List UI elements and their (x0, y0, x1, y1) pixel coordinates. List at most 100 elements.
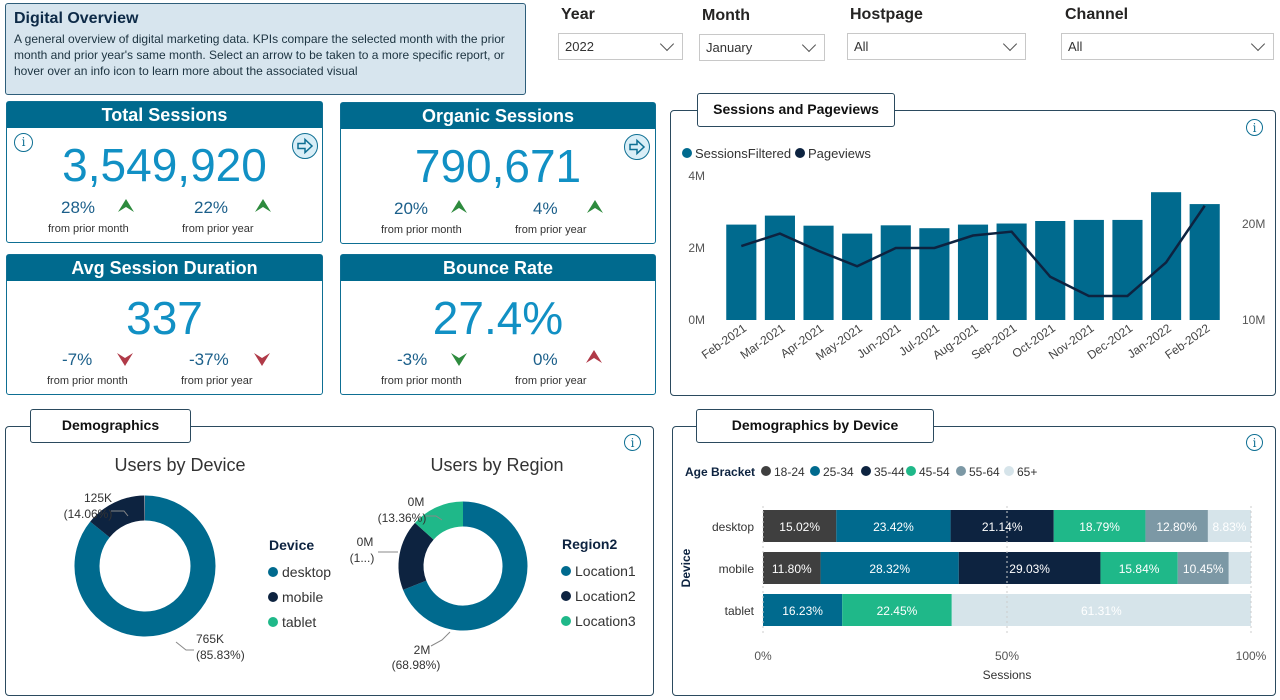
legend-item: 65+ (1017, 465, 1037, 479)
segment-label: 18.79% (1079, 520, 1120, 534)
legend-item: Location1 (575, 563, 636, 579)
stacked-segment (1177, 552, 1229, 584)
data-label-location3-pct: (13.36%) (378, 511, 427, 525)
legend-item: Location2 (575, 588, 636, 604)
stacked-segment (1145, 510, 1208, 542)
month-dropdown-value: January (706, 40, 753, 55)
stacked-segment (950, 510, 1054, 542)
stacked-segment (836, 510, 951, 542)
x-axis-title: Sessions (983, 668, 1032, 682)
info-icon[interactable]: i (1246, 119, 1263, 136)
kpi-year-sub: from prior year (182, 223, 254, 235)
session-bar (842, 233, 873, 320)
up-arrow-icon (118, 199, 134, 212)
session-bar (1112, 219, 1143, 320)
legend-marker (761, 466, 771, 476)
legend-marker (795, 148, 805, 158)
data-label-location2: 0M (357, 535, 374, 549)
up-arrow-icon (255, 199, 271, 212)
demographics-donut-charts: 125K (14.06%) 765K (85.83%) 0M (13.36%) 0M (1..… (64, 491, 636, 672)
kpi-card-organic-sessions: Organic Sessions 790,671 20% 4% from pri… (340, 102, 656, 244)
session-bar (919, 228, 950, 320)
legend-marker (268, 592, 278, 602)
segment-label: 12.80% (1156, 520, 1197, 534)
chevron-down-icon (801, 37, 817, 53)
month-filter-label: Month (702, 7, 750, 24)
segment-label: 22.45% (877, 604, 918, 618)
segment-label: 23.42% (873, 520, 914, 534)
navigate-arrow-button[interactable] (624, 134, 650, 160)
y-tick-label: mobile (719, 562, 755, 576)
stacked-segment (763, 594, 843, 626)
kpi-year-change: -37% (189, 350, 229, 369)
year-dropdown[interactable]: 2022 (558, 33, 683, 60)
y-tick-label: 4M (688, 169, 705, 183)
channel-filter-label: Channel (1065, 6, 1129, 23)
x-tick-label: 100% (1236, 649, 1267, 663)
page-description: A general overview of digital marketing … (14, 32, 505, 78)
month-dropdown[interactable]: January (699, 34, 825, 61)
kpi-title: Total Sessions (7, 102, 322, 128)
kpi-title: Organic Sessions (341, 103, 655, 129)
y-tick-label: 2M (688, 241, 705, 255)
legend-marker (1004, 466, 1014, 476)
session-bar (1035, 221, 1066, 320)
leader-line (430, 631, 451, 647)
kpi-card-bounce-rate: Bounce Rate 27.4% -3% 0% from prior mont… (340, 254, 656, 395)
segment-label: 15.02% (779, 520, 820, 534)
legend-title: Age Bracket (685, 465, 755, 479)
info-icon[interactable]: i (624, 434, 641, 451)
hostpage-dropdown-value: All (854, 39, 869, 54)
kpi-year-sub: from prior year (515, 224, 587, 236)
chevron-down-icon (1002, 36, 1018, 52)
kpi-card-avg-session-duration: Avg Session Duration 337 -7% -37% from p… (6, 254, 323, 395)
y-tick-label: tablet (725, 604, 755, 618)
kpi-month-sub: from prior month (47, 375, 128, 387)
legend-marker (561, 591, 571, 601)
legend-title: Region2 (562, 536, 617, 552)
kpi-year-sub: from prior year (515, 375, 587, 387)
x-tick-label: 0% (754, 649, 772, 663)
kpi-month-change: -3% (397, 350, 428, 369)
stacked-segment (820, 552, 959, 584)
arrow-right-icon (629, 138, 646, 156)
info-icon[interactable]: i (14, 133, 33, 152)
year-filter-label: Year (561, 6, 595, 23)
kpi-month-sub: from prior month (381, 224, 462, 236)
down-arrow-icon (254, 353, 270, 366)
segment-label: 29.03% (1009, 562, 1050, 576)
legend-item: mobile (282, 589, 323, 605)
navigate-arrow-button[interactable] (292, 133, 318, 159)
sessions-pageviews-chart: SessionsFiltered Pageviews0M2M4M10M20MFeb… (682, 146, 1265, 363)
legend-marker (956, 466, 966, 476)
legend-marker (906, 466, 916, 476)
legend-label: Pageviews (808, 146, 871, 161)
y-tick-label: 0M (688, 313, 705, 327)
donut-slice-mobile (90, 495, 146, 538)
data-label-desktop: 765K (196, 632, 224, 646)
legend-item: desktop (282, 564, 331, 580)
arrow-right-icon (297, 137, 314, 155)
channel-dropdown[interactable]: All (1061, 33, 1274, 60)
kpi-value: 27.4% (432, 292, 564, 344)
donut-slice-location3 (414, 501, 464, 541)
kpi-card-total-sessions: Total Sessions i 3,549,920 28% 22% from … (6, 101, 323, 243)
down-arrow-icon (451, 353, 467, 366)
leader-line (175, 641, 194, 651)
segment-label: 11.80% (772, 562, 812, 576)
legend-marker (268, 617, 278, 627)
segment-label: 21.14% (982, 520, 1023, 534)
info-icon[interactable]: i (1246, 434, 1263, 451)
up-arrow-icon (587, 200, 603, 213)
kpi-year-change: 22% (194, 198, 229, 217)
y2-tick-label: 10M (1242, 313, 1265, 327)
hostpage-dropdown[interactable]: All (847, 33, 1026, 60)
legend-marker (561, 566, 571, 576)
donut-slice-desktop (74, 495, 216, 637)
year-dropdown-value: 2022 (565, 39, 594, 54)
session-bar (957, 224, 989, 320)
legend-item: 18-24 (774, 465, 805, 479)
session-bar (1073, 219, 1104, 320)
data-label-location2-pct: (1...) (350, 551, 375, 565)
stacked-segment (1053, 510, 1146, 542)
